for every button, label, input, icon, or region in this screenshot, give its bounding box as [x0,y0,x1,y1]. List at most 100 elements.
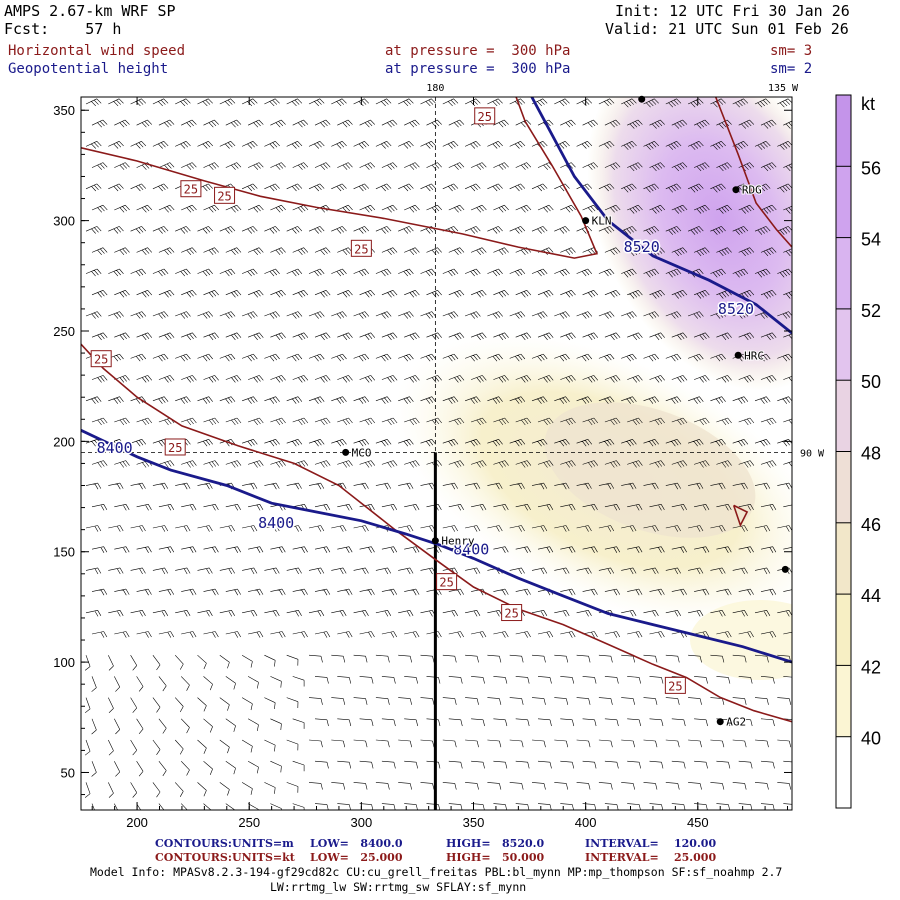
y-tick-label: 100 [53,655,75,670]
speed-contour-label: 25 [168,441,182,455]
colorbar-label: 46 [861,515,881,535]
y-tick-label: 300 [53,214,75,229]
speed-contour-high: HIGH= 50.000 [446,851,545,864]
colorbar-label: 42 [861,657,881,677]
station-marker [781,565,789,573]
field1-name: Horizontal wind speed [8,43,186,59]
colorbar-label: 56 [861,158,881,178]
speed-label-box [664,676,686,694]
station-label: AG2 [726,716,746,729]
colorbar-segment [836,95,851,167]
height-contour-label: 8400 [97,439,133,457]
height-contour-label: 8400 [453,541,489,559]
x-tick-label: 350 [463,815,485,830]
speed-contour-25 [81,97,599,259]
y-tick-label: 150 [53,545,75,560]
colorbar-segment [836,380,851,452]
colorbar: 40 42 44 46 48 50 52 54 56 kt [835,94,881,809]
height-contour-low: LOW= 8400.0 [310,837,403,850]
height-contour-label: CONTOURS: [155,837,232,850]
meridian-180-label: 180 [426,83,444,94]
speed-contour-label: 25 [217,189,231,203]
field2-name: Geopotential height [8,61,169,77]
colorbar-segment [836,166,851,238]
speed-contour-interval: INTERVAL= 25.000 [585,851,717,864]
station-label: HRC [744,349,764,362]
colorbar-label: 48 [861,444,881,464]
station-label: MCO [352,446,372,459]
x-tick-label: 250 [238,815,260,830]
x-tick-label: 200 [126,815,148,830]
speed-contour-50 [732,504,749,528]
plot-frame [80,96,793,811]
station-marker [732,186,740,194]
speed-label-box [350,239,372,257]
field1-smoothing: sm= 3 [770,43,813,59]
height-contour-interval: INTERVAL= 120.00 [585,837,717,850]
colorbar-unit: kt [861,94,875,114]
colorbar-label: 52 [861,301,881,321]
y-tick-label: 200 [53,434,75,449]
field2-level: at pressure = 300 hPa [385,61,571,77]
speed-contour-low: LOW= 25.000 [310,851,403,864]
colorbar-label: 54 [861,230,881,250]
height-contour-label: 8520 [624,238,660,256]
height-contour-label: 8520 [718,300,754,318]
colorbar-segment [836,665,851,737]
speed-contour-label: 25 [439,576,453,590]
speed-contour-25 [81,343,792,723]
x-tick-label: 300 [351,815,373,830]
speed-label-box [180,180,202,198]
speed-contour-label: CONTOURS: [155,851,232,864]
colorbar-segment [836,736,851,808]
speed-contour-label: 25 [668,679,682,693]
model-info: Model Info: MPASv8.2.3-194-gf29cd82c CU:… [90,865,783,879]
field2-smoothing: sm= 2 [770,61,813,77]
x-tick-label: 450 [687,815,709,830]
speed-contour-label: 25 [184,183,198,197]
station-marker [582,217,590,225]
wind-speed-contours [81,97,792,723]
colorbar-label: 50 [861,372,881,392]
wind-barb-field [84,98,792,810]
station-label: KLN [592,215,612,228]
colorbar-segment [836,237,851,309]
speed-label-box [501,604,523,622]
speed-label-box [164,438,186,456]
model-title: AMPS 2.67-km WRF SP [4,2,176,20]
colorbar-segment [836,451,851,523]
speed-contour-units: UNITS=kt [232,851,295,864]
guides [81,97,792,810]
speed-contour-label: 25 [354,242,368,256]
wind-barbs [84,98,792,810]
speed-contour-label: 25 [94,353,108,367]
station-label: Henry [441,535,474,548]
station-marker [431,537,439,545]
x-tick-label: 400 [575,815,597,830]
colorbar-segment [836,594,851,666]
station-label: RDG [742,184,762,197]
height-contour-8520 [530,97,792,335]
colorbar-label: 40 [861,729,881,749]
speed-label-box [474,107,496,125]
colorbar-label: 44 [861,586,881,606]
model-info-2: LW:rrtmg_lw SW:rrtmg_sw SFLAY:sf_mynn [270,880,527,894]
axes: 200 250 300 350 400 450 50 100 150 200 250 300 350 18… [53,83,825,830]
height-contour-high: HIGH= 8520.0 [446,837,545,850]
wind-speed-shading [395,97,792,680]
height-contour-8400 [81,429,792,664]
height-contour-label: 8400 [258,514,294,532]
speed-label-box [436,573,458,591]
forecast-hour: Fcst: 57 h [4,20,122,38]
parallel-90w-label: 90 W [800,448,825,459]
meridian-135w-label: 135 W [768,83,799,94]
speed-label-box [214,186,236,204]
init-time: Init: 12 UTC Fri 30 Jan 26 [615,2,850,20]
height-contours [81,97,792,664]
field1-level: at pressure = 300 hPa [385,43,571,59]
speed-contour-label: 25 [504,607,518,621]
y-tick-label: 350 [53,103,75,118]
speed-contour-label: 25 [477,110,491,124]
station-marker [342,448,350,456]
